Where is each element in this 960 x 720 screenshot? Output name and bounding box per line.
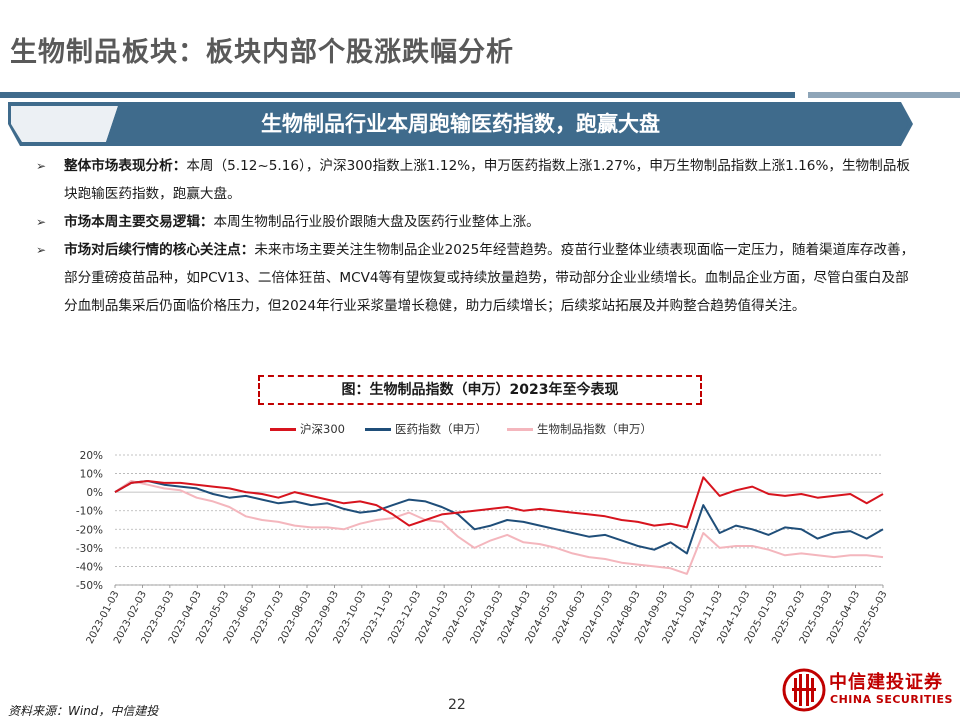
arrow-icon: ➢ [36,215,47,229]
chart-title: 图：生物制品指数（申万）2023年至今表现 [341,382,619,398]
series-line-1 [114,480,884,555]
legend-swatch [364,427,391,431]
bullet-text: 未来市场主要关注生物制品企业2025年经营趋势。疫苗行业整体业绩表现面临一定压力… [64,242,915,314]
series-line-0 [114,476,884,529]
company-logo: 中信建投证券 CHINA SECURITIES [782,664,960,720]
logo-text-cn: 中信建投证券 [829,672,943,693]
legend-item-pharma: 医药指数（申万） [364,421,487,437]
y-tick-label: 10% [80,469,103,481]
bullet-text: 本周（5.12~5.16），沪深300指数上涨1.12%，申万医药指数上涨1.2… [64,158,910,202]
logo-text-en: CHINA SECURITIES [830,693,953,706]
logo-emblem-icon [782,668,826,712]
y-tick-label: -30% [76,543,103,555]
legend-label: 生物制品指数（申万） [536,422,652,436]
title-underline [0,92,960,98]
y-tick-label: -50% [76,580,103,592]
bullet-text: 本周生物制品行业股价跟随大盘及医药行业整体上涨。 [213,214,540,230]
y-tick-label: -40% [76,561,103,573]
arrow-icon: ➢ [36,243,47,257]
legend-item-bio: 生物制品指数（申万） [506,421,652,437]
bullet-label: 市场本周主要交易逻辑： [64,214,214,230]
chart-legend: 沪深300 医药指数（申万） 生物制品指数（申万） [270,420,672,438]
section-banner: 生物制品行业本周跑输医药指数，跑赢大盘 [8,102,913,146]
bullet-label: 整体市场表现分析： [64,158,187,174]
banner-shape [8,102,913,146]
bullet-item: ➢ 市场本周主要交易逻辑：本周生物制品行业股价跟随大盘及医药行业整体上涨。 [36,208,916,236]
legend-item-hs300: 沪深300 [270,421,345,437]
bullet-item: ➢ 市场对后续行情的核心关注点：未来市场主要关注生物制品企业2025年经营趋势。… [36,236,916,320]
legend-swatch [270,427,296,431]
legend-label: 医药指数（申万） [394,422,487,436]
y-tick-label: 0% [86,487,103,499]
series-line-2 [114,480,884,575]
bullet-label: 市场对后续行情的核心关注点： [64,242,255,258]
y-tick-label: 20% [80,450,103,462]
chart-title-box: 图：生物制品指数（申万）2023年至今表现 [258,375,702,405]
legend-label: 沪深300 [300,422,345,436]
y-tick-label: -20% [76,524,103,536]
page-number: 22 [448,697,466,713]
y-tick-label: -10% [76,506,103,518]
source-note: 资料来源：Wind，中信建投 [8,704,159,718]
bullet-item: ➢ 整体市场表现分析：本周（5.12~5.16），沪深300指数上涨1.12%，… [36,152,916,208]
banner-text: 生物制品行业本周跑输医药指数，跑赢大盘 [261,112,660,136]
legend-swatch [506,427,533,431]
index-performance-chart: 20%10%0%-10%-20%-30%-40%-50%2023-01-0320… [76,450,890,646]
arrow-icon: ➢ [36,159,47,173]
page-title: 生物制品板块：板块内部个股涨跌幅分析 [10,37,514,68]
bullet-list: ➢ 整体市场表现分析：本周（5.12~5.16），沪深300指数上涨1.12%，… [36,152,916,320]
